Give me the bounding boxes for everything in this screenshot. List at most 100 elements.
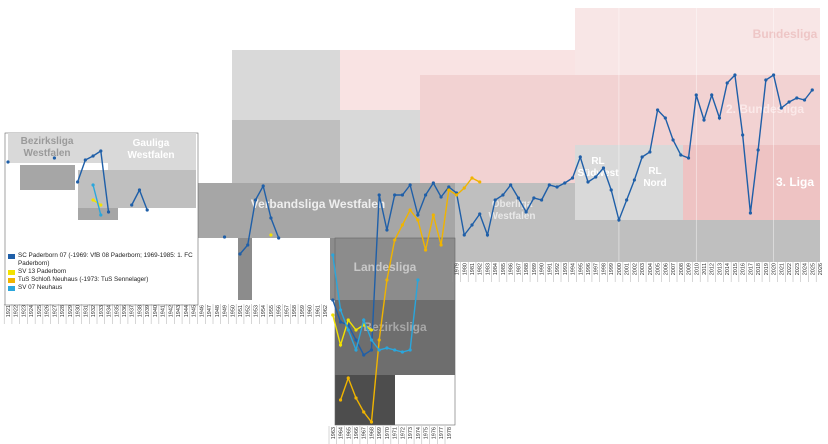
x-tick-label: 1926 <box>45 305 51 317</box>
data-point <box>462 186 466 190</box>
data-point <box>91 198 95 202</box>
x-tick-label: 1989 <box>532 263 538 275</box>
x-tick-label: 1924 <box>29 305 35 317</box>
data-point <box>470 176 474 180</box>
data-point <box>261 184 265 188</box>
x-tick-label: 2020 <box>772 263 778 275</box>
league-label-line: Westfalen <box>127 150 174 161</box>
league-label: Landesliga <box>354 260 417 274</box>
data-point <box>52 156 57 160</box>
data-point <box>269 216 273 220</box>
league-label-line: Bundesliga <box>753 27 818 41</box>
lower-area <box>575 220 820 262</box>
data-point <box>710 93 714 97</box>
data-point <box>555 185 559 189</box>
x-tick-label: 1949 <box>223 305 229 317</box>
legend-label: TuS Schloß Neuhaus (-1973: TuS Sennelage… <box>18 276 149 283</box>
data-point <box>563 181 567 185</box>
x-tick-label: 1947 <box>207 305 213 317</box>
league-label: RL Nord <box>643 166 666 189</box>
data-point <box>385 228 389 232</box>
data-point <box>354 396 358 400</box>
legend: SC Paderborn 07 (-1969: VfB 08 Paderborn… <box>8 252 194 292</box>
x-tick-label: 1998 <box>601 263 607 275</box>
league-label: Bezirksliga Westfalen <box>21 136 74 159</box>
data-point <box>369 348 374 352</box>
data-point <box>772 73 776 77</box>
x-tick-label: 1958 <box>292 305 298 317</box>
x-tick-label: 1939 <box>145 305 151 317</box>
x-tick-label: 1927 <box>52 305 58 317</box>
x-tick-label: 2014 <box>725 263 731 275</box>
x-tick-label: 1936 <box>122 305 128 317</box>
data-point <box>447 185 451 189</box>
x-tick-label: 2006 <box>663 263 669 275</box>
data-point <box>145 208 149 212</box>
data-point <box>400 193 404 197</box>
x-tick-label: 2024 <box>803 263 809 275</box>
data-point <box>501 193 505 197</box>
data-point <box>331 253 335 257</box>
data-point <box>83 158 87 162</box>
legend-label: SC Paderborn 07 (-1969: VfB 08 Paderborn… <box>18 252 193 267</box>
league-label-line: Westfalen <box>488 211 535 222</box>
data-point <box>547 183 551 187</box>
data-point <box>130 203 134 207</box>
data-point <box>377 338 381 342</box>
x-tick-label: 1997 <box>594 263 600 275</box>
x-tick-label: 1940 <box>153 305 159 317</box>
league-label-line: Westfalen <box>23 148 70 159</box>
data-point <box>338 343 343 347</box>
league-label: Bundesliga <box>753 27 818 41</box>
x-tick-label: 1995 <box>578 263 584 275</box>
data-point <box>354 328 358 332</box>
x-tick-label: 1929 <box>68 305 74 317</box>
x-tick-label: 1957 <box>284 305 290 317</box>
data-point <box>385 278 389 282</box>
league-label-line: RL <box>591 156 604 167</box>
data-point <box>694 93 698 97</box>
tier-area <box>78 208 118 220</box>
legend-entry: SV 13 Paderborn <box>8 268 194 276</box>
x-tick-label: 1990 <box>540 263 546 275</box>
data-point <box>416 278 420 282</box>
x-tick-label: 1991 <box>547 263 553 275</box>
x-tick-label: 2021 <box>779 263 785 275</box>
x-tick-label: 1938 <box>137 305 143 317</box>
x-tick-label: 1963 <box>331 427 337 439</box>
x-tick-label: 1941 <box>161 305 167 317</box>
league-label: 3. Liga <box>776 175 814 189</box>
x-tick-label: 1987 <box>516 263 522 275</box>
data-point <box>400 223 404 227</box>
background <box>4 8 820 426</box>
x-tick-label: 1954 <box>261 305 267 317</box>
data-point <box>238 252 242 256</box>
x-tick-label: 1979 <box>455 263 461 275</box>
data-point <box>416 213 420 217</box>
x-tick-label: 1984 <box>493 263 499 275</box>
tier-area <box>232 50 340 120</box>
data-point <box>346 328 350 332</box>
league-label-line: Landesliga <box>354 260 417 274</box>
bezirksliga-area <box>335 300 455 375</box>
data-point <box>702 118 706 122</box>
x-tick-label: 1970 <box>385 427 391 439</box>
data-point <box>393 348 397 352</box>
data-point <box>462 233 466 237</box>
x-tick-label: 1994 <box>571 263 577 275</box>
league-label-line: Nord <box>643 178 666 189</box>
league-label-line: Gauliga <box>133 138 170 149</box>
data-point <box>733 73 737 77</box>
x-tick-label: 1973 <box>408 427 414 439</box>
x-tick-label: 2013 <box>717 263 723 275</box>
x-tick-label: 1965 <box>346 427 352 439</box>
data-point <box>756 148 760 152</box>
x-tick-label: 1986 <box>509 263 515 275</box>
x-tick-label: 2000 <box>617 263 623 275</box>
x-tick-label: 1931 <box>83 305 89 317</box>
league-label: Bezirksliga <box>363 320 427 334</box>
data-point <box>609 188 613 192</box>
data-point <box>485 233 490 237</box>
data-point <box>509 183 513 187</box>
x-tick-label: 2018 <box>756 263 762 275</box>
